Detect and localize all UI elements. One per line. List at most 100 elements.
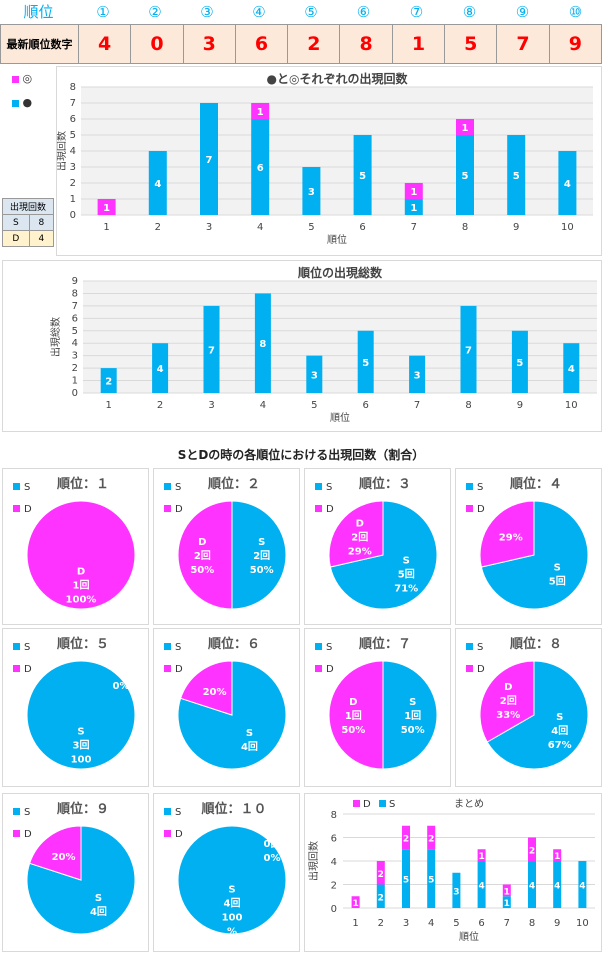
bar-data-label: 4 [529, 882, 535, 892]
x-tick-label: 9 [513, 222, 519, 233]
mini-table-title: 出現回数 [2, 198, 54, 215]
pie-data-label: S [95, 893, 102, 904]
digit-cell[interactable]: 8 [339, 24, 393, 64]
bar-data-label: 6 [257, 163, 264, 174]
x-tick-label: 8 [465, 400, 471, 411]
y-tick-label: 1 [72, 376, 78, 387]
bar [477, 849, 486, 861]
legend-label: S [24, 807, 30, 818]
pie-title: 順位：２ [208, 476, 260, 492]
bar-data-label: 2 [378, 893, 384, 903]
digit-cell[interactable]: 7 [496, 24, 550, 64]
bar [553, 861, 562, 908]
digit-cell[interactable]: 5 [444, 24, 498, 64]
s-color-swatch [466, 643, 473, 650]
bar-data-label: 1 [257, 107, 264, 118]
pie-data-label: 0% [113, 681, 130, 692]
rank-number: ① [96, 3, 110, 21]
x-tick-label: 8 [462, 222, 468, 233]
pie-slice-s [486, 660, 589, 770]
s-color-swatch [164, 643, 171, 650]
bar [97, 199, 116, 215]
s-color-swatch [164, 483, 171, 490]
pie-data-label: D [198, 537, 206, 548]
bar [254, 293, 271, 393]
pie-slice-s [382, 660, 438, 770]
pie-data-label: % [227, 927, 237, 938]
pie-data-label: 4回 [241, 741, 258, 753]
pie-panel: S D 順位：３ S 5回 71% D 2回 29% [304, 468, 451, 625]
bar-data-label: 2 [428, 835, 434, 845]
pie-data-label: 29% [499, 532, 523, 543]
digit-cell[interactable]: 1 [391, 24, 446, 64]
digit-cell[interactable]: 0 [130, 24, 184, 64]
bar [511, 330, 528, 393]
d-color-swatch [315, 665, 322, 672]
d-color-swatch [13, 505, 20, 512]
x-tick-label: 8 [529, 918, 535, 929]
bar-data-label: 1 [504, 899, 510, 909]
chart-title: 順位の出現総数 [297, 265, 383, 280]
legend-label: D [363, 799, 371, 810]
pie-data-label: 100 [71, 755, 92, 766]
pie-panel: S D 順位：５ S 3回 100 0% [2, 628, 149, 787]
bar-data-label: 4 [157, 364, 164, 375]
s-color-swatch [164, 808, 171, 815]
x-tick-label: 9 [554, 918, 560, 929]
bar-data-label: 5 [462, 171, 469, 182]
digit-cell[interactable]: 6 [234, 24, 289, 64]
y-tick-label: 7 [70, 98, 76, 109]
digit-cell[interactable]: 3 [182, 24, 236, 64]
s-color-swatch [466, 483, 473, 490]
pie-title: 順位：１ [57, 476, 109, 492]
chart-title: ●と◎それぞれの出現回数 [267, 71, 409, 86]
pie-data-label: 4回 [90, 906, 107, 918]
bar [502, 884, 511, 897]
y-tick-label: 6 [331, 834, 337, 845]
pie-data-label: 50% [401, 725, 425, 736]
rank-header-label: 順位 [23, 3, 54, 21]
bar-data-label: 7 [208, 345, 215, 356]
chart-occurrence-panel: 0 1 2 3 4 5 6 7 8 1 1 2 4 3 7 4 6 1 5 3 6 5 7 1 1 8 5 1 9 5 10 4 ●と◎それぞれ… [55, 66, 602, 256]
x-axis-label: 順位 [327, 233, 347, 246]
bar-data-label: 7 [465, 345, 472, 356]
x-tick-label: 5 [308, 222, 314, 233]
digit-cell[interactable]: 4 [77, 24, 132, 64]
mini-table-value: 8 [28, 214, 55, 231]
mini-table-value: 4 [28, 230, 55, 247]
legend-label: S [326, 482, 332, 493]
rank-number: ⑩ [568, 3, 583, 21]
bar-data-label: 5 [428, 876, 434, 886]
x-tick-label: 7 [414, 400, 420, 411]
d-color-swatch [164, 665, 171, 672]
y-tick-label: 4 [72, 338, 78, 349]
pie-data-label: 5回 [549, 576, 566, 588]
summary-chart-panel: 0 2 4 6 8 1 1 2 2 2 3 5 2 4 5 2 5 3 6 4 1 7 1 1 8 4 2 9 4 1 10 4 D S まとめ 順位… [304, 793, 602, 952]
x-tick-label: 6 [363, 400, 369, 411]
s-color-swatch [315, 643, 322, 650]
chart-total-panel: 0 1 2 3 4 5 6 7 8 9 1 2 2 4 3 7 4 8 5 3 6 5 7 3 8 7 9 5 10 4 順位の出現総数 順位… [2, 260, 602, 432]
x-tick-label: 10 [565, 400, 578, 411]
x-tick-label: 4 [257, 222, 263, 233]
bar [578, 861, 587, 908]
bar-data-label: 2 [529, 846, 535, 856]
pie-data-label: S [77, 727, 84, 738]
legend-label: D [175, 829, 183, 840]
y-tick-label: 0 [331, 904, 337, 915]
digit-cell[interactable]: 2 [287, 24, 341, 64]
pie-data-label: D [504, 682, 512, 693]
bar [456, 119, 474, 135]
bar [376, 884, 385, 908]
digit-cell[interactable]: 9 [548, 24, 602, 64]
legend-label: S [24, 642, 30, 653]
pie-data-label: 33% [496, 710, 520, 721]
x-tick-label: 6 [359, 222, 365, 233]
chart-title: まとめ [454, 798, 484, 810]
bar [200, 103, 218, 215]
bar [427, 849, 436, 908]
bar-data-label: 5 [513, 171, 520, 182]
pie-panel: S D 順位：４ S 5回 29% [455, 468, 602, 625]
bar [302, 167, 321, 215]
